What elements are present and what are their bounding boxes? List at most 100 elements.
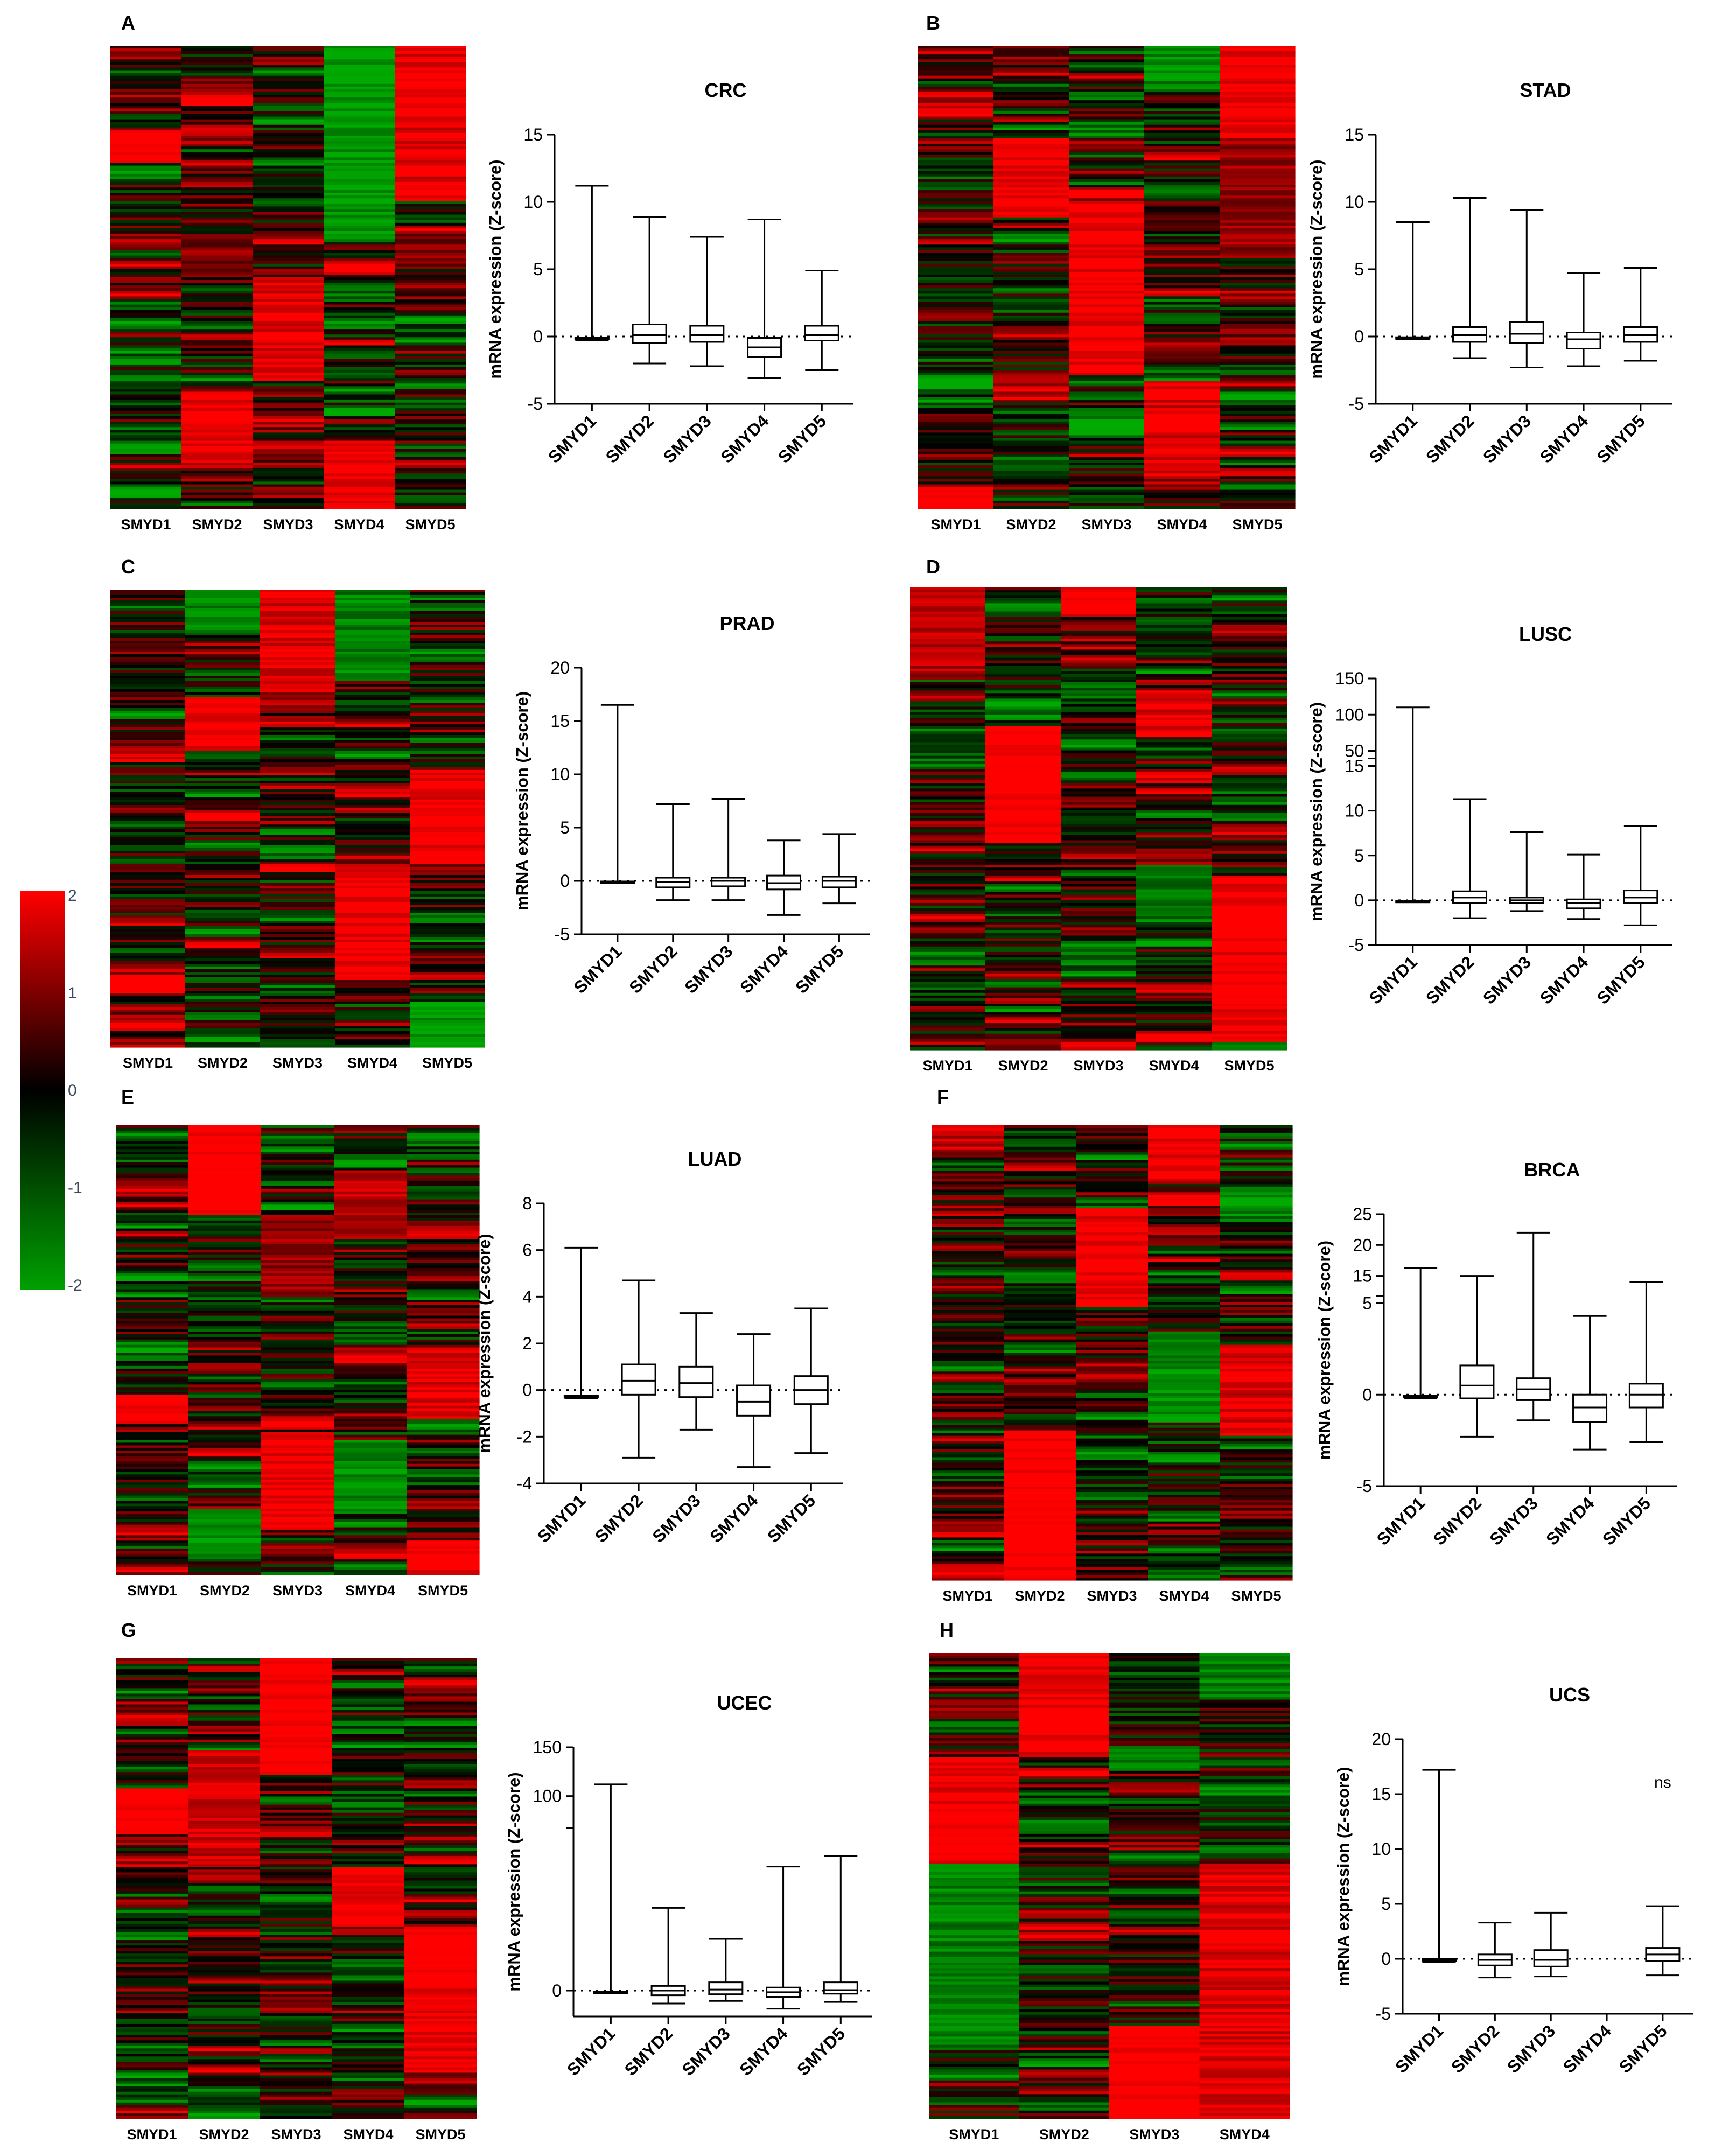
heatmap-cell [1220, 307, 1296, 311]
panel-label-b: B [926, 12, 940, 34]
heatmap-cell [1220, 285, 1296, 289]
heatmap-cell [188, 1162, 262, 1166]
heatmap-cell [116, 1535, 189, 1538]
heatmap-cell [395, 95, 466, 98]
heatmap-cell [932, 1251, 1004, 1255]
heatmap-cell [324, 288, 395, 291]
heatmap-cell [260, 899, 335, 902]
heatmap-cell [1061, 998, 1137, 1002]
heatmap-cell [261, 1347, 334, 1351]
heatmap-cell [918, 337, 994, 340]
heatmap-cell [407, 1432, 480, 1435]
heatmap-cell [188, 1374, 262, 1377]
heatmap-cell [188, 1329, 262, 1332]
heatmap-cell [116, 1152, 189, 1155]
heatmap-cell [1061, 984, 1137, 988]
heatmap-cell [407, 1246, 480, 1250]
heatmap-cell [261, 1260, 334, 1264]
heatmap-cell [1069, 329, 1145, 332]
heatmap-cell [910, 766, 986, 770]
heatmap-cell [1004, 1200, 1076, 1203]
heatmap-cell [261, 1255, 334, 1258]
heatmap-cell [918, 217, 994, 221]
heatmap-cell [181, 367, 253, 370]
heatmap-cell [1136, 729, 1212, 732]
heatmap-cell [1004, 1473, 1076, 1476]
heatmap-cell [1061, 1017, 1137, 1020]
heatmap-cell [253, 451, 324, 455]
heatmap-cell [1212, 979, 1287, 983]
heatmap-cell [395, 419, 466, 422]
heatmap-cell [1076, 1481, 1149, 1484]
heatmap-cell [335, 1007, 410, 1010]
heatmap-cell [110, 899, 186, 902]
heatmap-cell [1212, 734, 1287, 737]
heatmap-cell [910, 1041, 986, 1045]
heatmap-cell [985, 960, 1061, 963]
heatmap-cell [260, 732, 335, 736]
heatmap-cell [324, 100, 395, 103]
heatmap-cell [1212, 884, 1287, 887]
heatmap-cell [1136, 794, 1212, 797]
heatmap-cell [261, 1511, 334, 1515]
heatmap-cell [1212, 663, 1287, 667]
heatmap-cell [985, 627, 1061, 631]
heatmap-cell [1144, 373, 1220, 376]
heatmap-cell [918, 261, 994, 264]
heatmap-cell [407, 1419, 480, 1422]
heatmap-cell [188, 1365, 262, 1369]
heatmap-cell [188, 1376, 262, 1380]
heatmap-cell [1220, 1189, 1293, 1193]
heatmap-cell [1136, 712, 1212, 716]
heatmap-cell [181, 310, 253, 313]
heatmap-cell [116, 1265, 189, 1269]
heatmap-cell [1144, 106, 1220, 109]
heatmap-cell [1220, 438, 1296, 442]
heatmap-cell [1004, 1433, 1076, 1437]
heatmap-cell [334, 1136, 407, 1139]
heatmap-cell [185, 824, 261, 827]
heatmap-cell [918, 430, 994, 433]
heatmap-cell [918, 160, 994, 164]
heatmap-cell [188, 1186, 262, 1189]
heatmap-cell [1069, 160, 1145, 164]
panel-label-g: G [121, 1619, 136, 1641]
heatmap-cell [334, 1424, 407, 1427]
heatmap-cell [1220, 1184, 1293, 1187]
heatmap-cell [410, 754, 485, 757]
heatmap-cell [1220, 1203, 1293, 1206]
heatmap-cell [116, 1332, 189, 1335]
heatmap-cell [1220, 394, 1296, 398]
heatmap-cell [188, 1246, 262, 1250]
heatmap-cell [260, 635, 335, 639]
heatmap-cell [334, 1318, 407, 1322]
heatmap-cell [1076, 1457, 1149, 1460]
heatmap-cell [1144, 446, 1220, 450]
heatmap-cell [993, 116, 1069, 120]
heatmap-cell [1220, 500, 1296, 504]
heatmap-cell [181, 424, 253, 428]
heatmap-cell [334, 1524, 407, 1528]
heatmap-cell [1220, 171, 1296, 174]
heatmap-cell [1076, 1253, 1149, 1257]
heatmap-cell [1212, 592, 1287, 596]
heatmap-cell [1136, 693, 1212, 696]
heatmap-cell [334, 1167, 407, 1171]
heatmap-cell [324, 67, 395, 71]
heatmap-cell [261, 1133, 334, 1137]
heatmap-cell [1136, 984, 1212, 988]
heatmap-cell [110, 897, 186, 900]
heatmap-cell [260, 918, 335, 921]
heatmap-cell [1212, 873, 1287, 876]
heatmap-cell [261, 1188, 334, 1192]
heatmap-cell [1212, 712, 1287, 716]
heatmap-cell [407, 1167, 480, 1171]
heatmap-cell [185, 676, 261, 679]
heatmap-cell [1061, 655, 1137, 659]
heatmap-cell [335, 956, 410, 959]
heatmap-cell [1061, 930, 1137, 934]
heatmap-cell [918, 312, 994, 316]
heatmap-cell [407, 1294, 480, 1298]
heatmap-cell [181, 427, 253, 430]
heatmap-cell [110, 402, 182, 406]
